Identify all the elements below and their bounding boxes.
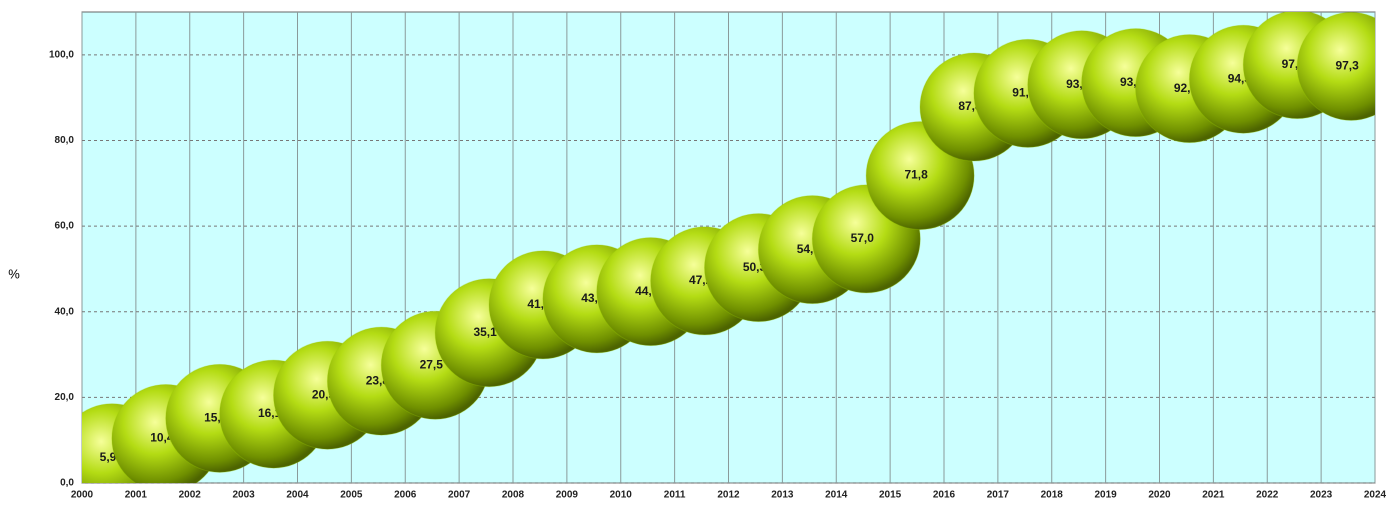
x-tick-label: 2001 (125, 490, 148, 501)
x-tick-label: 2018 (1041, 490, 1064, 501)
x-tick-label: 2015 (879, 490, 902, 501)
x-tick-label: 2009 (556, 490, 579, 501)
x-tick-label: 2023 (1310, 490, 1333, 501)
y-tick-label: 100,0 (49, 49, 74, 60)
data-label: 57,0 (851, 231, 875, 245)
x-tick-label: 2012 (717, 490, 740, 501)
x-tick-label: 2007 (448, 490, 471, 501)
x-tick-label: 2024 (1364, 490, 1387, 501)
data-label: 71,8 (904, 168, 928, 182)
y-tick-label: 0,0 (60, 478, 74, 489)
x-tick-label: 2016 (933, 490, 956, 501)
x-tick-label: 2005 (340, 490, 363, 501)
x-tick-label: 2004 (286, 490, 309, 501)
y-tick-label: 40,0 (55, 306, 75, 317)
x-tick-label: 2017 (987, 490, 1010, 501)
x-tick-label: 2008 (502, 490, 525, 501)
data-label: 10,4 (150, 431, 174, 445)
y-axis-label: % (8, 266, 20, 281)
x-tick-label: 2003 (233, 490, 256, 501)
x-tick-label: 2002 (179, 490, 202, 501)
x-tick-label: 2020 (1148, 490, 1171, 501)
x-tick-label: 2014 (825, 490, 848, 501)
x-tick-label: 2011 (664, 490, 686, 501)
data-label: 27,5 (420, 357, 444, 371)
data-label: 97,3 (1335, 59, 1359, 73)
data-label: 35,1 (473, 325, 497, 339)
x-tick-label: 2000 (71, 490, 94, 501)
y-tick-label: 20,0 (55, 392, 75, 403)
x-tick-label: 2019 (1095, 490, 1118, 501)
y-tick-label: 80,0 (55, 135, 75, 146)
x-tick-label: 2013 (771, 490, 794, 501)
x-tick-label: 2006 (394, 490, 417, 501)
x-tick-label: 2021 (1202, 490, 1225, 501)
sphere-marker (1296, 12, 1375, 121)
x-tick-label: 2022 (1256, 490, 1279, 501)
y-tick-label: 60,0 (55, 221, 75, 232)
x-tick-label: 2010 (610, 490, 633, 501)
data-label: 5,9 (100, 450, 117, 464)
